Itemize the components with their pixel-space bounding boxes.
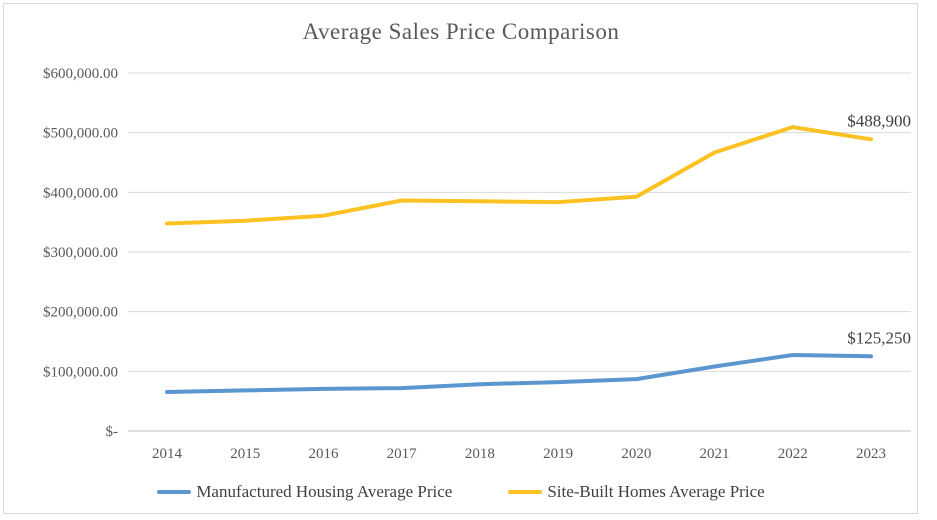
y-tick-label: $400,000.00 (43, 185, 118, 201)
x-tick-label: 2023 (856, 446, 886, 462)
data-label-manufactured: $125,250 (847, 328, 911, 347)
data-label-site-built: $488,900 (847, 111, 911, 130)
legend-item-site-built: Site-Built Homes Average Price (508, 482, 765, 502)
x-tick-label: 2018 (465, 446, 495, 462)
y-tick-label: $200,000.00 (43, 305, 118, 321)
legend-item-manufactured: Manufactured Housing Average Price (157, 482, 452, 502)
y-tick-label: $600,000.00 (43, 66, 118, 82)
legend-label-site-built: Site-Built Homes Average Price (547, 482, 765, 501)
y-tick-label: $100,000.00 (43, 364, 118, 380)
x-tick-label: 2016 (308, 446, 339, 462)
x-tick-label: 2015 (230, 446, 260, 462)
y-tick-label: $300,000.00 (43, 245, 118, 261)
x-tick-label: 2021 (700, 446, 730, 462)
x-tick-label: 2014 (152, 446, 183, 462)
x-tick-label: 2019 (543, 446, 573, 462)
legend-line-swatch-manufactured (157, 490, 192, 494)
legend-label-manufactured: Manufactured Housing Average Price (196, 482, 453, 501)
x-tick-label: 2020 (621, 446, 651, 462)
chart-title: Average Sales Price Comparison (302, 19, 620, 44)
legend-line-swatch-site-built (508, 490, 543, 494)
legend: Manufactured Housing Average Price Site-… (3, 478, 919, 506)
y-tick-label: $- (106, 424, 119, 440)
chart-border (3, 3, 918, 514)
series-line-manufactured (165, 353, 873, 394)
x-tick-label: 2022 (778, 446, 808, 462)
series-line-site-built (165, 125, 873, 226)
x-tick-label: 2017 (387, 446, 418, 462)
y-tick-label: $500,000.00 (43, 126, 118, 142)
